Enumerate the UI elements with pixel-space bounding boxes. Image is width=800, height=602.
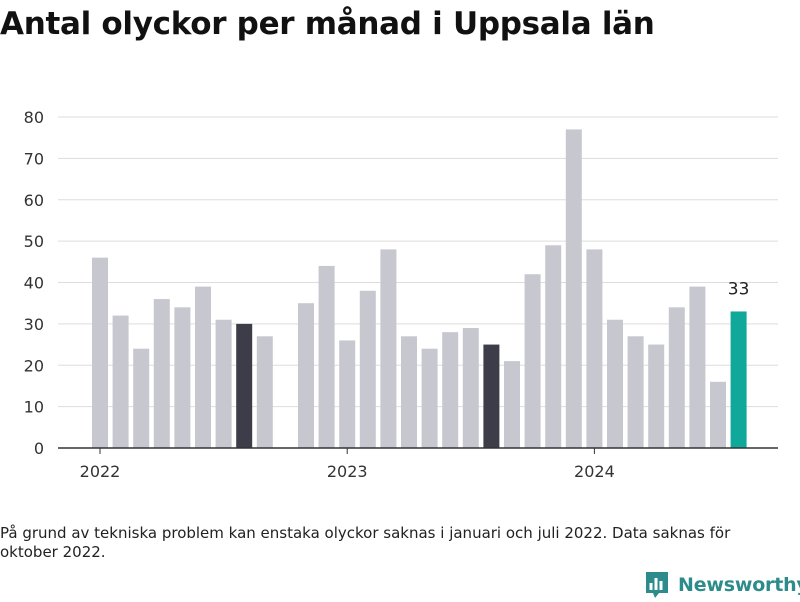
bar bbox=[236, 323, 253, 448]
bar bbox=[195, 286, 211, 448]
y-tick-label: 10 bbox=[24, 398, 44, 417]
y-tick-label: 40 bbox=[24, 274, 44, 293]
y-tick-label: 20 bbox=[24, 356, 44, 375]
bar bbox=[421, 348, 438, 448]
y-axis-tick-labels: 0 10 20 30 40 50 60 70 80 bbox=[24, 108, 44, 458]
bar bbox=[339, 340, 356, 448]
bar bbox=[627, 336, 644, 448]
bar bbox=[565, 129, 582, 448]
bar bbox=[380, 249, 397, 448]
y-tick-label: 80 bbox=[24, 108, 44, 127]
bar-chart: 0 10 20 30 40 50 60 70 80 2022 2023 2024 33 bbox=[24, 108, 778, 481]
bar bbox=[359, 290, 376, 448]
x-axis-ticks: 2022 2023 2024 bbox=[80, 448, 615, 481]
value-label: 33 bbox=[728, 279, 750, 299]
bar bbox=[483, 344, 500, 448]
y-tick-label: 70 bbox=[24, 149, 44, 168]
bar bbox=[689, 286, 706, 448]
x-tick-label: 2023 bbox=[327, 462, 368, 481]
bar bbox=[545, 245, 562, 448]
bar bbox=[298, 303, 314, 448]
bar bbox=[112, 315, 129, 448]
bar bbox=[524, 274, 541, 448]
y-tick-label: 30 bbox=[24, 315, 44, 334]
y-tick-label: 50 bbox=[24, 232, 44, 251]
brand-name: Newsworthy bbox=[678, 574, 800, 596]
value-labels: 33 bbox=[728, 279, 750, 299]
bar bbox=[668, 307, 685, 448]
bar bbox=[442, 332, 459, 448]
bar bbox=[92, 257, 108, 448]
bar bbox=[401, 336, 417, 448]
chart-title: Antal olyckor per månad i Uppsala län bbox=[0, 6, 655, 42]
bar bbox=[504, 361, 520, 448]
bar bbox=[133, 348, 150, 448]
bar bbox=[174, 307, 191, 448]
brand-logo: Newsworthy bbox=[644, 568, 800, 602]
bar bbox=[710, 381, 726, 448]
x-tick-label: 2024 bbox=[574, 462, 615, 481]
bar bbox=[648, 344, 665, 448]
bars bbox=[92, 129, 747, 448]
bar bbox=[215, 319, 232, 448]
bar bbox=[462, 328, 479, 448]
bar bbox=[318, 265, 335, 448]
y-tick-label: 60 bbox=[24, 191, 44, 210]
bar bbox=[730, 311, 747, 448]
bar bbox=[256, 336, 273, 448]
bar bbox=[586, 249, 603, 448]
footnote: På grund av tekniska problem kan enstaka… bbox=[0, 524, 731, 561]
bar bbox=[153, 299, 170, 448]
bar bbox=[607, 319, 623, 448]
x-tick-label: 2022 bbox=[80, 462, 121, 481]
newsworthy-logo-icon bbox=[646, 572, 668, 598]
y-tick-label: 0 bbox=[34, 439, 44, 458]
